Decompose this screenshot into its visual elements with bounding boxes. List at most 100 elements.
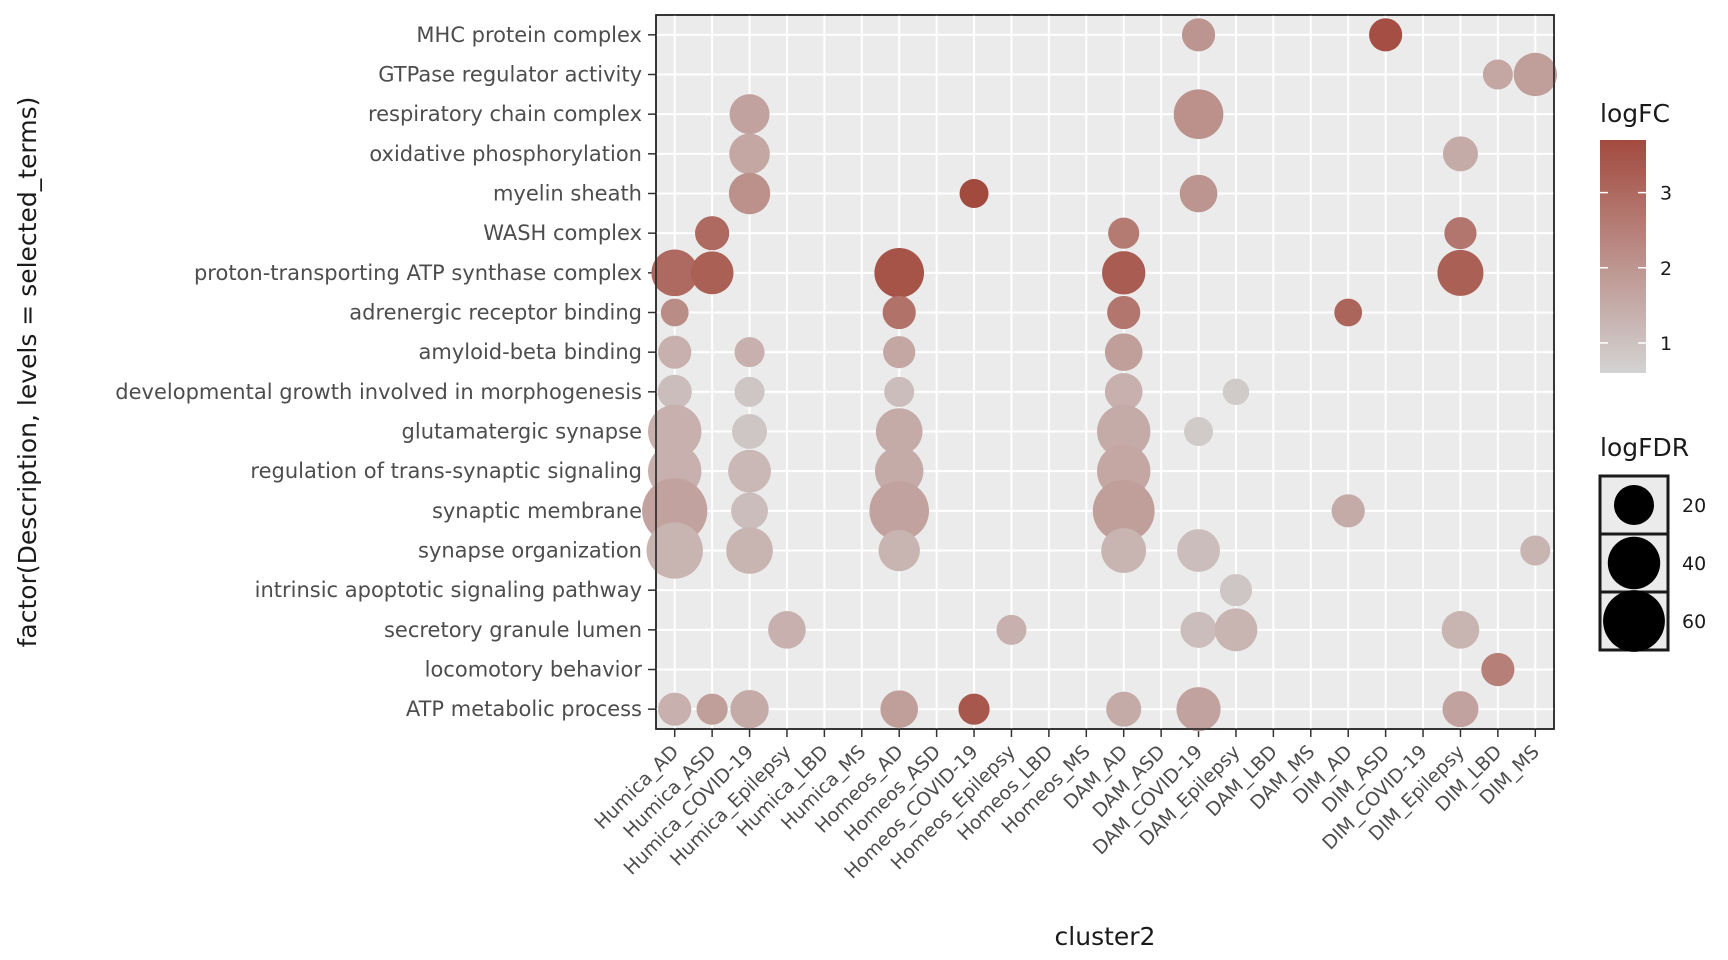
y-tick-label: myelin sheath: [493, 182, 642, 206]
data-point: [728, 449, 771, 493]
data-point: [1104, 333, 1143, 371]
data-point: [690, 251, 734, 295]
data-point: [728, 172, 771, 215]
data-point: [1482, 59, 1513, 90]
color-tick-label: 2: [1660, 258, 1672, 280]
color-tick-label: 1: [1660, 333, 1672, 355]
data-point: [1173, 89, 1224, 139]
y-tick-label: regulation of trans-synaptic signaling: [250, 459, 642, 483]
data-point: [696, 693, 728, 725]
color-legend: logFC 1 2 3: [1600, 99, 1672, 373]
data-point: [878, 529, 920, 572]
data-point: [768, 611, 806, 649]
size-key-dot: [1607, 536, 1661, 590]
data-point: [1097, 404, 1151, 459]
y-tick-label: intrinsic apoptotic signaling pathway: [255, 578, 642, 602]
color-bar: [1600, 140, 1646, 373]
data-point: [660, 298, 689, 327]
color-legend-ticks: 1 2 3: [1600, 183, 1672, 355]
y-tick-label: developmental growth involved in morphog…: [115, 380, 642, 404]
y-tick-label: proton-transporting ATP synthase complex: [194, 261, 642, 285]
size-key-label: 60: [1682, 611, 1706, 633]
size-key-dot: [1614, 485, 1654, 525]
data-point: [642, 478, 708, 544]
y-tick-label: locomotory behavior: [425, 658, 643, 682]
y-tick-label: glutamatergic synapse: [402, 420, 642, 444]
color-legend-title: logFC: [1600, 99, 1670, 128]
data-point: [1520, 535, 1551, 566]
data-point: [1481, 652, 1515, 687]
y-tick-label: respiratory chain complex: [368, 102, 642, 126]
size-key-label: 40: [1682, 553, 1706, 575]
data-point: [1369, 18, 1403, 52]
data-point: [1180, 611, 1217, 648]
data-point: [1101, 528, 1147, 573]
y-tick-label: oxidative phosphorylation: [369, 142, 642, 166]
data-point: [1442, 691, 1479, 728]
x-axis-title: cluster2: [1055, 922, 1156, 951]
data-point: [730, 689, 769, 729]
data-point: [731, 492, 768, 530]
y-axis-ticks: MHC protein complex GTPase regulator acti…: [115, 23, 656, 721]
data-point: [884, 376, 915, 407]
y-tick-label: secretory granule lumen: [384, 618, 642, 642]
size-key-label: 20: [1682, 495, 1706, 517]
data-point: [648, 404, 702, 459]
y-tick-label: GTPase regulator activity: [378, 63, 642, 87]
data-point: [732, 414, 768, 449]
data-point: [1106, 691, 1142, 727]
data-point: [695, 216, 730, 251]
data-point: [1334, 298, 1363, 327]
data-point: [1331, 494, 1365, 528]
data-point: [658, 335, 692, 369]
size-key-dot: [1603, 590, 1665, 652]
size-legend-title: logFDR: [1600, 433, 1689, 462]
size-legend: logFDR 20 40 60: [1598, 433, 1706, 652]
data-point: [875, 446, 924, 496]
data-point: [726, 527, 773, 574]
data-point: [1513, 52, 1557, 97]
data-point: [1179, 174, 1218, 213]
data-point: [1108, 217, 1140, 249]
data-point: [880, 690, 919, 728]
y-tick-label: synapse organization: [418, 539, 642, 563]
data-point: [883, 336, 916, 369]
data-points: [642, 18, 1557, 732]
y-tick-label: ATP metabolic process: [406, 697, 642, 721]
y-tick-label: amyloid-beta binding: [419, 340, 642, 364]
data-point: [1176, 687, 1221, 732]
data-point: [658, 692, 692, 726]
data-point: [1184, 417, 1214, 446]
data-point: [1441, 611, 1480, 649]
data-point: [869, 481, 930, 541]
data-point: [651, 249, 699, 297]
x-axis-ticks: Humica_ADHumica_ASDHumica_COVID-19Humica…: [590, 729, 1544, 883]
data-point: [1102, 251, 1146, 295]
y-tick-label: adrenergic receptor binding: [349, 301, 642, 325]
y-tick-label: synaptic membrane: [432, 499, 642, 523]
data-point: [874, 248, 925, 298]
plot-background: [655, 14, 1555, 730]
data-point: [959, 179, 989, 208]
data-point: [1437, 249, 1484, 296]
data-point: [1181, 18, 1216, 52]
data-point: [646, 522, 703, 579]
data-point: [729, 133, 770, 175]
y-tick-label: WASH complex: [483, 221, 642, 245]
plot-border: [655, 14, 1555, 730]
data-point: [657, 374, 692, 409]
data-point: [1092, 479, 1155, 542]
data-point: [1442, 136, 1478, 172]
data-point: [882, 295, 916, 330]
color-tick-label: 3: [1660, 183, 1672, 205]
data-point: [1214, 608, 1258, 652]
data-point: [958, 693, 990, 725]
data-point: [734, 337, 765, 368]
data-point: [1444, 217, 1477, 250]
y-tick-label: MHC protein complex: [416, 23, 642, 47]
data-point: [1107, 295, 1141, 330]
data-point: [1104, 373, 1143, 411]
data-point: [1177, 529, 1220, 572]
data-point: [875, 408, 923, 455]
